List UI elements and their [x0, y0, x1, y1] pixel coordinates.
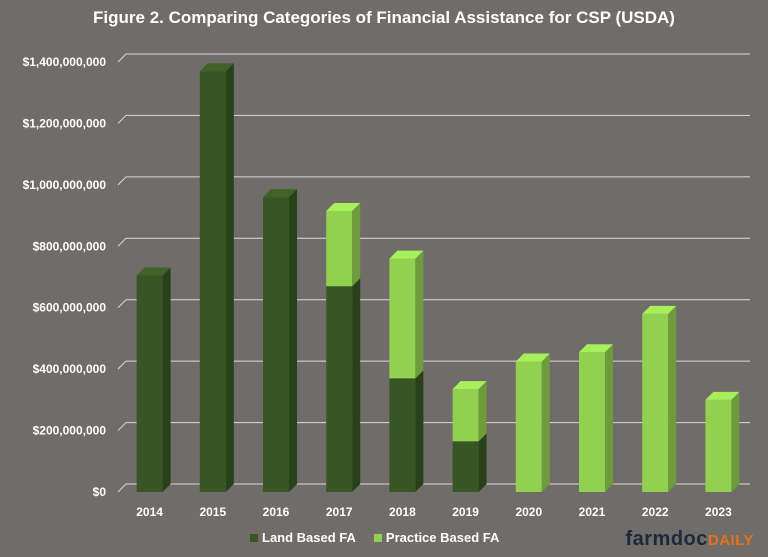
bar-front: [579, 352, 605, 492]
bar-side: [415, 370, 424, 492]
bar-front: [263, 197, 289, 492]
grid-line: [117, 114, 750, 124]
bar-front: [136, 275, 163, 492]
grid-line: [117, 237, 750, 247]
bar-top: [263, 189, 297, 198]
bar-practice-2017: [326, 202, 361, 287]
brand-part1: farmdoc: [625, 528, 708, 550]
bar-side: [668, 305, 677, 492]
bar-side: [541, 353, 550, 492]
bar-side: [731, 391, 740, 492]
legend: Land Based FA Practice Based FA: [250, 530, 499, 545]
bar-practice-2020: [515, 353, 550, 492]
legend-item-practice: Practice Based FA: [373, 530, 500, 545]
bar-top: [389, 250, 424, 259]
legend-swatch-land: [250, 533, 258, 542]
bar-top: [705, 391, 740, 400]
grid-line: [117, 299, 750, 309]
bar-land-2014: [136, 267, 171, 492]
bar-land-2017: [326, 278, 361, 492]
y-tick-label: $0: [93, 485, 107, 499]
x-tick-label: 2022: [642, 505, 669, 519]
bar-top: [199, 63, 234, 72]
x-tick-label: 2019: [452, 505, 479, 519]
chart-title: Figure 2. Comparing Categories of Financ…: [93, 8, 675, 27]
bar-land-2019: [452, 433, 487, 492]
bar-land-2018: [389, 370, 424, 492]
grid-line: [117, 53, 750, 63]
y-tick-label: $800,000,000: [33, 239, 107, 253]
y-tick-label: $1,200,000,000: [23, 116, 107, 130]
bar-practice-2021: [579, 344, 613, 492]
bars: [136, 63, 740, 492]
bar-top: [326, 202, 361, 211]
bar-front: [389, 378, 416, 492]
bar-front: [389, 258, 416, 379]
legend-label-practice: Practice Based FA: [385, 530, 500, 545]
bar-side: [289, 189, 297, 492]
bar-front: [452, 389, 479, 442]
bar-side: [415, 250, 424, 379]
bar-side: [352, 202, 361, 287]
bar-front: [705, 399, 732, 492]
y-tick-labels: $0 $200,000,000 $400,000,000 $600,000,000 $8…: [23, 55, 107, 499]
bar-side: [478, 433, 487, 492]
y-tick-label: $1,400,000,000: [23, 55, 107, 69]
bar-side: [352, 278, 361, 492]
y-tick-label: $1,000,000,000: [23, 178, 107, 192]
grid-line: [117, 176, 750, 186]
legend-label-land: Land Based FA: [262, 530, 356, 545]
bar-front: [642, 313, 669, 492]
x-tick-label: 2015: [199, 505, 226, 519]
bar-front: [515, 361, 542, 492]
x-tick-label: 2021: [579, 505, 606, 519]
y-tick-label: $600,000,000: [33, 301, 107, 315]
x-tick-label: 2014: [136, 505, 163, 519]
bar-practice-2023: [705, 391, 740, 492]
bar-top: [452, 381, 487, 390]
bar-side: [225, 63, 234, 492]
x-tick-label: 2020: [515, 505, 542, 519]
bar-top: [136, 267, 171, 276]
x-tick-label: 2023: [705, 505, 732, 519]
bar-top: [642, 305, 677, 314]
bar-side: [605, 344, 613, 492]
bar-practice-2018: [389, 250, 424, 379]
bar-land-2016: [263, 189, 297, 492]
legend-swatch-practice: [373, 533, 382, 542]
bar-side: [478, 381, 487, 442]
bar-practice-2022: [642, 305, 677, 492]
bar-front: [199, 71, 226, 492]
bar-land-2015: [199, 63, 234, 492]
y-tick-label: $400,000,000: [33, 362, 107, 376]
legend-item-land: Land Based FA: [250, 530, 356, 545]
bar-front: [326, 210, 353, 287]
x-tick-label: 2016: [263, 505, 290, 519]
y-tick-label: $200,000,000: [33, 424, 107, 438]
bar-side: [162, 267, 171, 492]
bar-top: [579, 344, 613, 353]
brand-part2: DAILY: [707, 532, 754, 549]
x-tick-label: 2018: [389, 505, 416, 519]
x-tick-labels: 2014 2015 2016 2017 2018 2019 2020 2021 2022 2023: [136, 505, 732, 519]
bar-front: [452, 441, 479, 492]
bar-top: [515, 353, 550, 362]
brand-logo: farmdocDAILY: [625, 528, 754, 551]
bar-front: [326, 286, 353, 492]
x-tick-label: 2017: [326, 505, 353, 519]
bar-practice-2019: [452, 381, 487, 442]
